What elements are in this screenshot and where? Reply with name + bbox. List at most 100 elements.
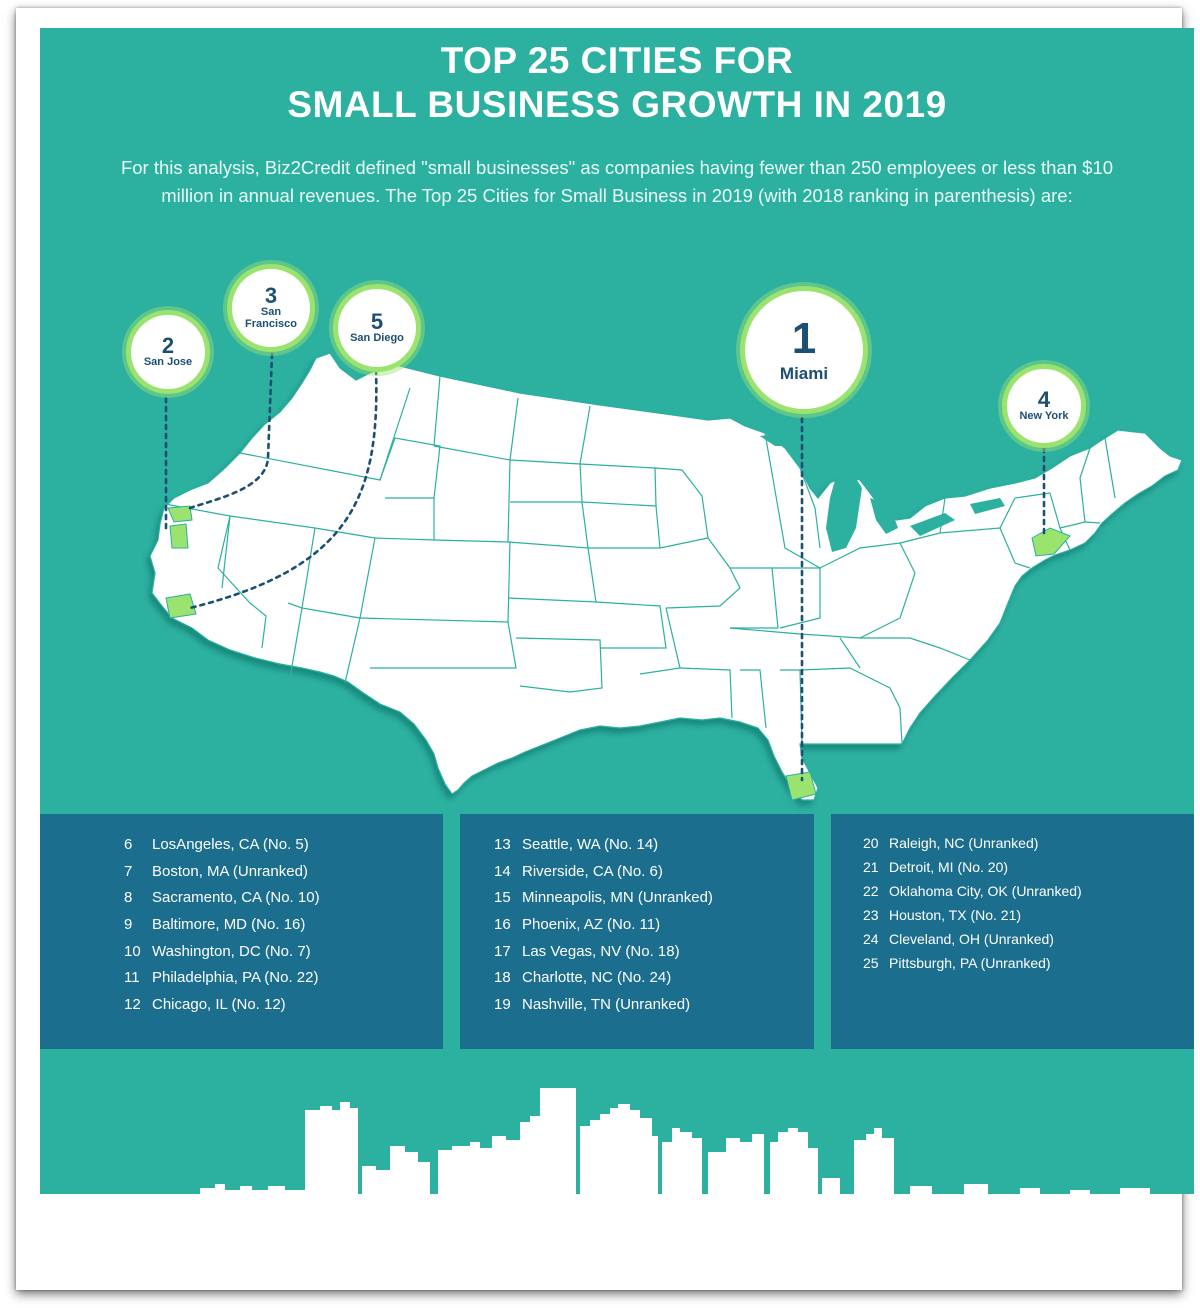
- ranking-number: 20: [863, 835, 879, 851]
- bubble-rank-number: 1: [791, 314, 817, 364]
- ranking-item: 13 Seattle, WA (No. 14): [494, 832, 814, 859]
- ranking-city: Minneapolis, MN (Unranked): [522, 889, 713, 907]
- ranking-panel-20-25: 20 Raleigh, NC (Unranked) 21 Detroit, MI (…: [831, 814, 1194, 1049]
- ranking-item: 22 Oklahoma City, OK (Unranked): [863, 879, 1194, 903]
- bubble-rank-number: 3: [264, 283, 278, 309]
- bubble-rank-4: 4 New York: [1002, 364, 1086, 448]
- title-line-2: SMALL BUSINESS GROWTH IN 2019: [287, 84, 947, 125]
- infographic-background: TOP 25 CITIES FOR SMALL BUSINESS GROWTH …: [40, 28, 1194, 1194]
- title-line-1: TOP 25 CITIES FOR: [440, 40, 794, 81]
- ranking-number: 12: [124, 996, 141, 1014]
- ranking-item: 8 Sacramento, CA (No. 10): [124, 885, 443, 912]
- ranking-item: 10 Washington, DC (No. 7): [124, 939, 443, 966]
- ranking-number: 13: [494, 836, 511, 853]
- intro-paragraph: For this analysis, Biz2Credit defined "s…: [120, 157, 1114, 206]
- ranking-number: 7: [124, 862, 133, 880]
- ranking-number: 19: [494, 996, 511, 1014]
- region-san-francisco: [167, 505, 193, 523]
- ranking-panel-13-19: 13 Seattle, WA (No. 14) 14 Riverside, CA (…: [460, 814, 814, 1049]
- ranking-city: LosAngeles, CA (No. 5): [152, 836, 309, 853]
- great-lakes: [760, 430, 1005, 552]
- ranking-list: 6 LosAngeles, CA (No. 5) 7 Boston, MA (Unr…: [124, 832, 443, 1019]
- ranking-city: Cleveland, OH (Unranked): [889, 931, 1054, 947]
- ranking-item: 18 Charlotte, NC (No. 24): [494, 965, 814, 992]
- ranking-city: Seattle, WA (No. 14): [522, 836, 659, 853]
- connector-lines: [164, 352, 1046, 782]
- ranking-list: 13 Seattle, WA (No. 14) 14 Riverside, CA (…: [494, 832, 814, 1019]
- ranking-item: 12 Chicago, IL (No. 12): [124, 992, 443, 1019]
- ranking-list: 20 Raleigh, NC (Unranked) 21 Detroit, MI (…: [863, 831, 1194, 975]
- ranking-number: 21: [863, 859, 879, 875]
- ranking-number: 16: [494, 916, 511, 934]
- ranking-city: Chicago, IL (No. 12): [152, 996, 286, 1014]
- ranking-item: 9 Baltimore, MD (No. 16): [124, 912, 443, 939]
- ranking-city: Houston, TX (No. 21): [889, 907, 1022, 923]
- connector-san-francisco: [188, 352, 274, 510]
- ranking-number: 10: [124, 942, 141, 960]
- ranking-city: Detroit, MI (No. 20): [889, 859, 1009, 875]
- us-map: [149, 352, 1183, 801]
- ranking-item: 6 LosAngeles, CA (No. 5): [124, 832, 443, 859]
- bubble-city-name: San Diego: [350, 332, 404, 345]
- ranking-city: Washington, DC (No. 7): [152, 942, 311, 960]
- ranking-city: Boston, MA (Unranked): [152, 862, 308, 880]
- bubble-rank-number: 2: [161, 333, 175, 359]
- infographic-sheet: TOP 25 CITIES FOR SMALL BUSINESS GROWTH …: [16, 8, 1194, 1290]
- ranking-number: 6: [124, 836, 133, 853]
- state-borders: [164, 375, 1116, 745]
- ranking-number: 11: [124, 969, 140, 987]
- ranking-city: Raleigh, NC (Unranked): [889, 835, 1039, 851]
- bubble-rank-number: 4: [1037, 387, 1051, 413]
- ranking-city: Pittsburgh, PA (Unranked): [889, 955, 1051, 971]
- ranking-number: 23: [863, 907, 879, 923]
- skyline-silhouette: [40, 1088, 1194, 1194]
- region-san-jose: [169, 523, 189, 549]
- ranking-city: Philadelphia, PA (No. 22): [152, 969, 319, 987]
- ranking-item: 24 Cleveland, OH (Unranked): [863, 927, 1194, 951]
- ranking-item: 14 Riverside, CA (No. 6): [494, 859, 814, 886]
- city-skyline: [40, 1088, 1194, 1194]
- ranking-city: Charlotte, NC (No. 24): [522, 969, 672, 987]
- region-new-york: [1031, 527, 1071, 557]
- bubble-rank-1: 1 Miami: [740, 286, 868, 414]
- ranking-city: Las Vegas, NV (No. 18): [522, 942, 680, 960]
- ranking-number: 24: [863, 931, 879, 947]
- ranking-item: 21 Detroit, MI (No. 20): [863, 855, 1194, 879]
- ranking-city: Sacramento, CA (No. 10): [152, 889, 320, 907]
- bubble-rank-3: 3 San Francisco: [227, 264, 315, 352]
- ranking-city: Baltimore, MD (No. 16): [152, 916, 306, 934]
- bubble-rank-number: 5: [370, 309, 384, 335]
- ranking-city: Riverside, CA (No. 6): [522, 862, 663, 880]
- ranking-item: 7 Boston, MA (Unranked): [124, 859, 443, 886]
- ranking-number: 8: [124, 889, 133, 907]
- ranking-number: 17: [494, 942, 511, 960]
- bubble-rank-5: 5 San Diego: [333, 284, 421, 372]
- ranking-number: 9: [124, 916, 133, 934]
- ranking-number: 25: [863, 955, 879, 971]
- ranking-item: 11 Philadelphia, PA (No. 22): [124, 965, 443, 992]
- ranking-number: 14: [494, 862, 511, 880]
- bubble-city-name: New York: [1019, 410, 1069, 423]
- ranking-item: 25 Pittsburgh, PA (Unranked): [863, 951, 1194, 975]
- ranking-item: 16 Phoenix, AZ (No. 11): [494, 912, 814, 939]
- ranking-item: 15 Minneapolis, MN (Unranked): [494, 885, 814, 912]
- region-san-diego: [165, 593, 197, 619]
- ranking-number: 18: [494, 969, 511, 987]
- ranking-city: Phoenix, AZ (No. 11): [522, 916, 661, 934]
- ranking-number: 22: [863, 883, 879, 899]
- us-map-outline: [149, 352, 1183, 801]
- bubble-city-name: San Francisco: [245, 306, 297, 330]
- ranking-city: Oklahoma City, OK (Unranked): [889, 883, 1082, 899]
- bubble-city-name: San Jose: [143, 356, 193, 369]
- ranking-item: 20 Raleigh, NC (Unranked): [863, 831, 1194, 855]
- ranking-item: 23 Houston, TX (No. 21): [863, 903, 1194, 927]
- ranking-number: 15: [494, 889, 511, 907]
- ranking-panel-6-12: 6 LosAngeles, CA (No. 5) 7 Boston, MA (Unr…: [40, 814, 443, 1049]
- ranking-item: 17 Las Vegas, NV (No. 18): [494, 939, 814, 966]
- ranking-item: 19 Nashville, TN (Unranked): [494, 992, 814, 1019]
- bubble-city-name: Miami: [779, 364, 829, 384]
- ranking-city: Nashville, TN (Unranked): [522, 996, 691, 1014]
- highlighted-regions: [165, 505, 1071, 801]
- connector-san-diego: [188, 368, 378, 610]
- bubble-rank-2: 2 San Jose: [126, 310, 210, 394]
